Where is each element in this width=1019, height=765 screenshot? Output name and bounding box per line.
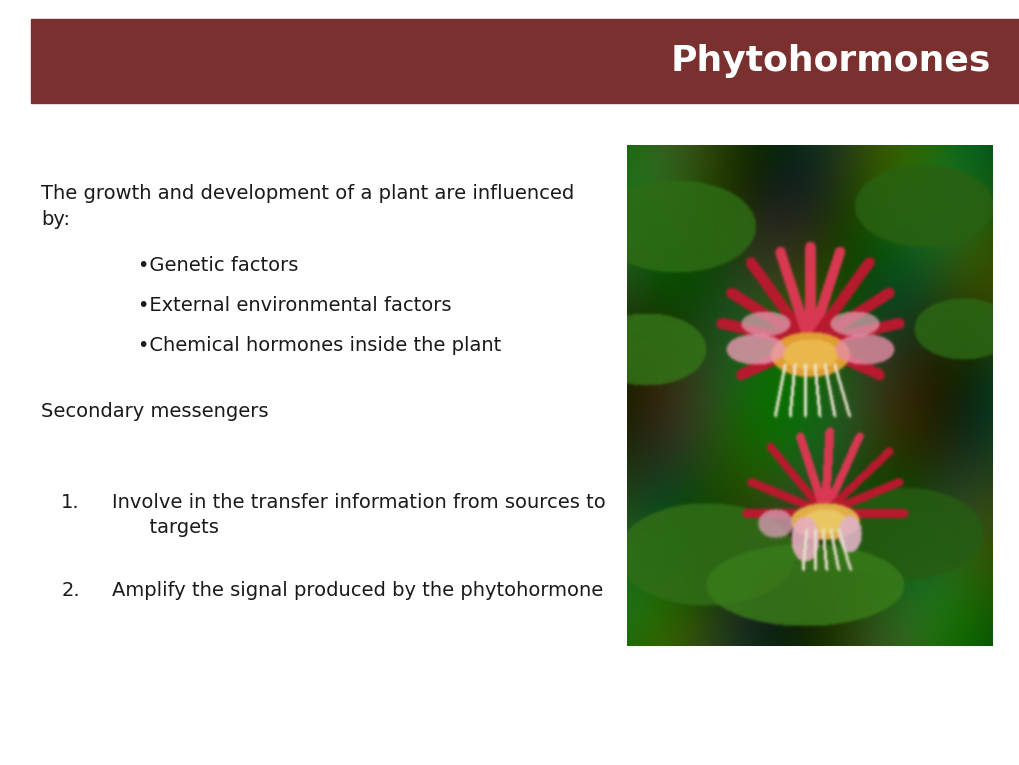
Text: 2.: 2.: [61, 581, 79, 601]
Text: Amplify the signal produced by the phytohormone: Amplify the signal produced by the phyto…: [112, 581, 603, 601]
Text: 1.: 1.: [61, 493, 79, 513]
Text: Secondary messengers: Secondary messengers: [41, 402, 268, 421]
Bar: [31, 19, 1019, 103]
Text: •Chemical hormones inside the plant: •Chemical hormones inside the plant: [138, 336, 500, 355]
Text: Involve in the transfer information from sources to
      targets: Involve in the transfer information from…: [112, 493, 605, 538]
Text: The growth and development of a plant are influenced
by:: The growth and development of a plant ar…: [41, 184, 574, 229]
Text: •External environmental factors: •External environmental factors: [138, 296, 450, 315]
Text: •Genetic factors: •Genetic factors: [138, 256, 298, 275]
Text: Phytohormones: Phytohormones: [671, 44, 990, 78]
